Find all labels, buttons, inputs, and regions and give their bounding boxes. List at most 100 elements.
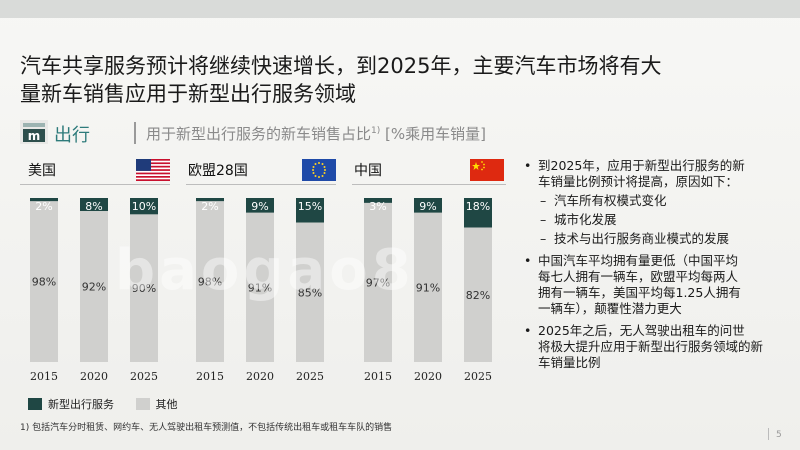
bar-segment-new-mobility: [296, 198, 324, 223]
bullet-line: 拥有一辆车，美国平均每1.25人拥有: [538, 285, 741, 300]
bar-segment-other: [30, 201, 58, 362]
section-divider: [134, 122, 136, 144]
chart-subtitle-text: 用于新型出行服务的新车销售占比: [146, 125, 372, 143]
country-label-china: 中国: [354, 163, 382, 179]
sub-bullet: – 技术与出行服务商业模式的发展: [538, 231, 772, 247]
china-flag-icon: [470, 159, 504, 181]
bar-segment-new-mobility: [464, 198, 492, 228]
data-label-other: 91%: [416, 281, 440, 294]
data-label-other: 90%: [132, 282, 156, 295]
svg-text:m: m: [28, 129, 41, 143]
dash-icon: –: [540, 193, 547, 208]
data-label-new-mobility: 8%: [85, 200, 102, 213]
watermark: baogao8: [115, 238, 415, 303]
legend-swatch-new-mobility: [28, 398, 42, 410]
bullet-item: • 2025年之后，无人驾驶出租车的问世 将极大提升应用于新型出行服务领域的新 …: [522, 323, 772, 371]
bullet-item: • 中国汽车平均拥有量更低（中国平均 每七人拥有一辆车，欧盟平均每两人 拥有一辆…: [522, 253, 772, 317]
x-tick-label: 2025: [130, 370, 158, 383]
bullet-list: • 到2025年，应用于新型出行服务的新 车销量比例预计将提高，原因如下： – 汽…: [522, 158, 772, 377]
sub-bullet-text: 技术与出行服务商业模式的发展: [554, 231, 730, 246]
data-label-new-mobility: 3%: [369, 200, 386, 213]
sub-bullet: – 汽车所有权模式变化: [538, 193, 772, 209]
bullet-line: 到2025年，应用于新型出行服务的新: [538, 158, 745, 173]
bar-segment-other: [414, 212, 442, 362]
data-label-other: 98%: [198, 276, 222, 289]
country-divider-eu: [186, 184, 336, 185]
bar-segment-new-mobility: [246, 198, 274, 213]
legend-label-new-mobility: 新型出行服务: [48, 398, 114, 411]
footnote: 1) 包括汽车分时租赁、网约车、无人驾驶出租车预测值，不包括传统出租车或租车车队…: [20, 423, 393, 433]
x-tick-label: 2015: [364, 370, 392, 383]
bullet-item: • 到2025年，应用于新型出行服务的新 车销量比例预计将提高，原因如下： – 汽…: [522, 158, 772, 247]
legend-item-new-mobility: 新型出行服务: [28, 396, 114, 412]
data-label-new-mobility: 15%: [298, 200, 322, 213]
data-label-other: 97%: [366, 276, 390, 289]
page-number-divider: [768, 428, 769, 440]
x-tick-label: 2015: [30, 370, 58, 383]
country-label-eu: 欧盟28国: [188, 163, 248, 179]
bullet-line: 车销量比例: [538, 355, 601, 370]
bar-segment-new-mobility: [196, 198, 224, 202]
bar-segment-new-mobility: [364, 198, 392, 203]
bullet-line: 2025年之后，无人驾驶出租车的问世: [538, 323, 745, 338]
data-label-other: 82%: [466, 289, 490, 302]
sub-bullet: – 城市化发展: [538, 212, 772, 228]
chart-legend: 新型出行服务 其他: [28, 396, 196, 412]
x-tick-label: 2020: [80, 370, 108, 383]
data-label-other: 85%: [298, 286, 322, 299]
data-label-new-mobility: 2%: [35, 200, 52, 213]
x-tick-label: 2020: [246, 370, 274, 383]
chart-subtitle-footnote-ref: 1): [371, 126, 381, 136]
bar-segment-other: [196, 201, 224, 362]
chart-subtitle-unit: [%乘用车销量]: [385, 125, 487, 143]
bar-segment-new-mobility: [130, 198, 158, 215]
page-title-line-2: 量新车销售应用于新型出行服务领域: [20, 82, 356, 106]
data-label-new-mobility: 9%: [251, 200, 268, 213]
x-tick-label: 2025: [296, 370, 324, 383]
bar-segment-other: [296, 222, 324, 362]
x-tick-label: 2020: [414, 370, 442, 383]
bar-segment-other: [80, 211, 108, 362]
data-label-other: 98%: [32, 276, 56, 289]
country-divider-china: [352, 184, 506, 185]
bullet-dot-icon: •: [524, 323, 532, 338]
bar-segment-other: [130, 214, 158, 362]
bullet-line: 一辆车），颠覆性潜力更大: [538, 301, 682, 316]
country-label-us: 美国: [28, 163, 56, 179]
bar-segment-other: [246, 212, 274, 362]
page-title: 汽车共享服务预计将继续快速增长，到2025年，主要汽车市场将有大 量新车销售应用…: [20, 52, 780, 108]
data-label-new-mobility: 18%: [466, 200, 490, 213]
bullet-dot-icon: •: [524, 158, 532, 173]
top-banner: [0, 0, 800, 18]
bar-segment-other: [464, 227, 492, 362]
data-label-new-mobility: 10%: [132, 200, 156, 213]
bullet-line: 将极大提升应用于新型出行服务领域的新: [538, 339, 764, 354]
bullet-line: 中国汽车平均拥有量更低（中国平均: [538, 253, 739, 268]
us-flag-icon: [136, 159, 170, 181]
legend-label-other: 其他: [155, 398, 178, 411]
country-divider-us: [20, 184, 170, 185]
bar-segment-new-mobility: [80, 198, 108, 212]
page-title-line-1: 汽车共享服务预计将继续快速增长，到2025年，主要汽车市场将有大: [20, 54, 662, 78]
bullet-line: 每七人拥有一辆车，欧盟平均每两人: [538, 269, 739, 284]
data-label-new-mobility: 9%: [419, 200, 436, 213]
bar-segment-new-mobility: [30, 198, 58, 202]
sub-bullet-text: 城市化发展: [554, 212, 617, 227]
eu-flag-icon: [302, 159, 336, 181]
legend-swatch-other: [135, 398, 150, 410]
dash-icon: –: [540, 212, 547, 227]
dash-icon: –: [540, 231, 547, 246]
x-tick-label: 2015: [196, 370, 224, 383]
brand-logo-icon: m: [20, 120, 48, 144]
bullet-dot-icon: •: [524, 253, 532, 268]
data-label-new-mobility: 2%: [201, 200, 218, 213]
stacked-bar-charts: 2% 98% 2015 8% 92% 2020 10% 90% 2025 2% 98% 2015 9% 9…: [30, 198, 492, 383]
data-label-other: 91%: [248, 281, 272, 294]
x-tick-label: 2025: [464, 370, 492, 383]
sub-bullet-text: 汽车所有权模式变化: [554, 193, 667, 208]
chart-subtitle: 用于新型出行服务的新车销售占比1) [%乘用车销量]: [146, 123, 486, 144]
bullet-line: 车销量比例预计将提高，原因如下：: [538, 174, 739, 189]
bar-segment-new-mobility: [414, 198, 442, 213]
page-number: 5: [776, 430, 782, 440]
bar-segment-other: [364, 202, 392, 362]
